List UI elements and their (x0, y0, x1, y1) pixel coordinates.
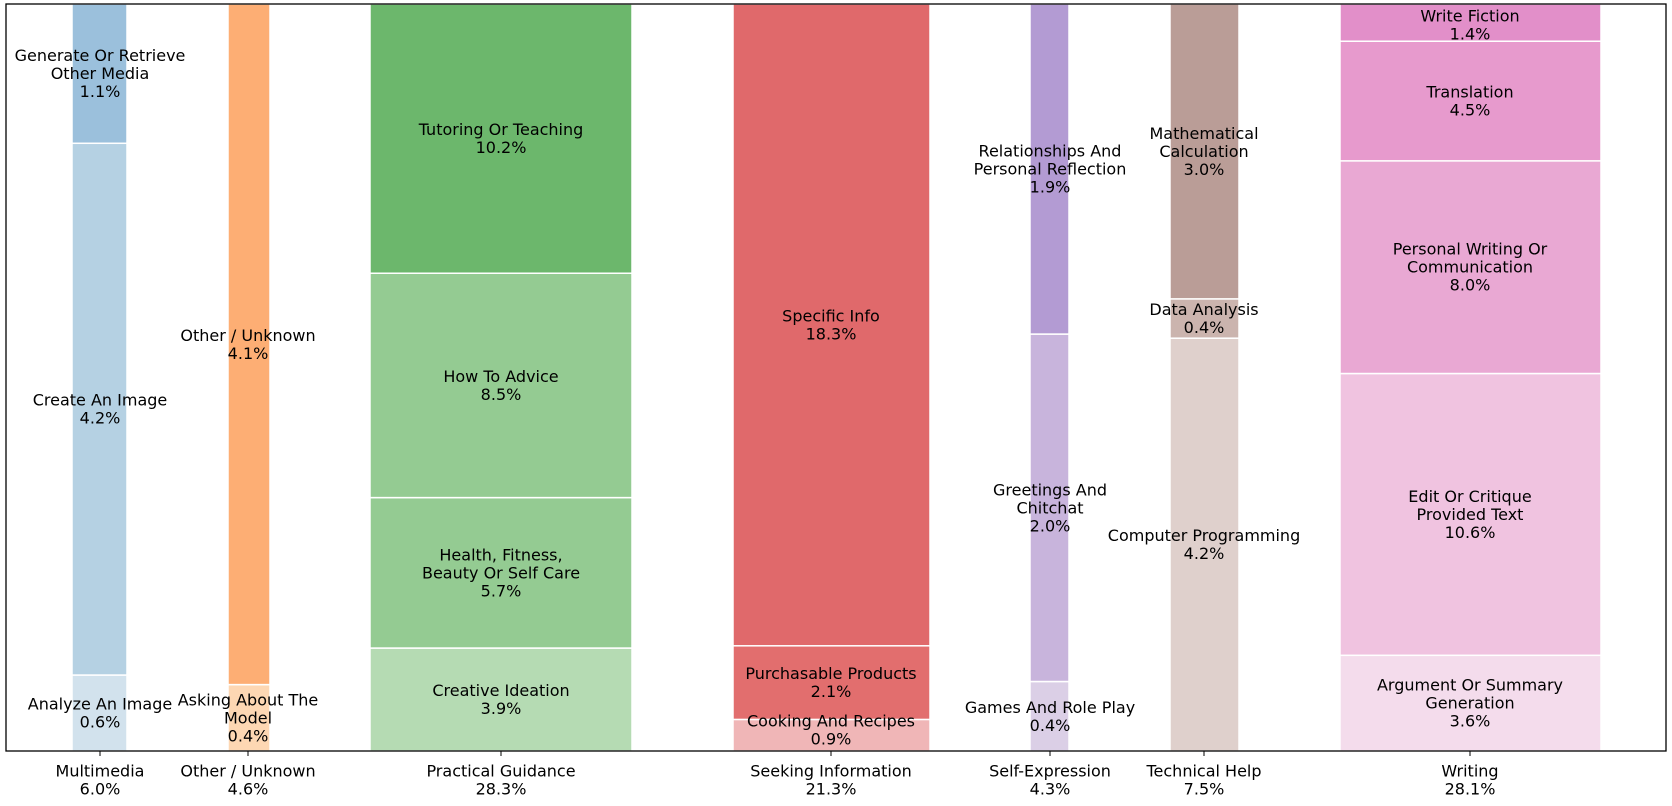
bar-segment-asking-about-the-model (227, 683, 271, 752)
x-tick-label-other-unknown: Other / Unknown 4.6% (180, 762, 315, 799)
bar-segment-purchasable-products (732, 645, 931, 721)
bar-segment-edit-or-critique-provided-text (1339, 372, 1602, 657)
segment-label-data-analysis: Data Analysis 0.4% (1149, 300, 1258, 337)
bar-segment-data-analysis (1169, 298, 1240, 339)
segment-label-personal-writing-or-communication: Personal Writing Or Communication 8.0% (1393, 240, 1548, 295)
segment-label-cooking-and-recipes: Cooking And Recipes 0.9% (747, 712, 915, 749)
segment-label-purchasable-products: Purchasable Products 2.1% (745, 664, 916, 701)
segment-label-computer-programming: Computer Programming 4.2% (1108, 526, 1300, 563)
x-tick-label-seeking-information: Seeking Information 21.3% (750, 762, 912, 799)
bar-segment-cooking-and-recipes (732, 718, 931, 752)
bar-segment-personal-writing-or-communication (1339, 160, 1602, 375)
bar-segment-specific-info (732, 3, 931, 647)
bar-segment-write-fiction (1339, 3, 1602, 42)
x-axis: Multimedia 6.0% Other / Unknown 4.6% Practic… (56, 751, 1499, 799)
bar-segment-relationships-and-personal-reflection (1029, 3, 1070, 335)
segment-label-edit-or-critique-provided-text: Edit Or Critique Provided Text 10.6% (1408, 487, 1531, 542)
x-tick-label-multimedia: Multimedia 6.0% (56, 762, 145, 799)
segment-label-create-an-image: Create An Image 4.2% (33, 391, 168, 428)
bar-segment-health-fitness-beauty-or-self-care (369, 496, 633, 649)
segment-label-greetings-and-chitchat: Greetings And Chitchat 2.0% (993, 480, 1107, 535)
bar-segment-analyze-an-image (71, 674, 128, 752)
x-tick-label-practical-guidance: Practical Guidance 28.3% (426, 762, 575, 799)
x-tick-label-self-expression: Self-Expression 4.3% (989, 762, 1111, 799)
segment-label-other-unknown: Other / Unknown 4.1% (180, 326, 315, 363)
segment-label-games-and-role-play: Games And Role Play 0.4% (965, 698, 1135, 735)
bar-segment-computer-programming (1169, 337, 1240, 752)
segment-label-mathematical-calculation: Mathematical Calculation 3.0% (1149, 124, 1258, 179)
bar-segment-mathematical-calculation (1169, 3, 1240, 300)
bar-segment-other-unknown (227, 3, 271, 686)
segment-label-asking-about-the-model: Asking About The Model 0.4% (178, 690, 319, 745)
segment-label-argument-or-summary-generation: Argument Or Summary Generation 3.6% (1377, 676, 1563, 731)
bar-segment-create-an-image (71, 142, 128, 676)
segment-label-health-fitness-beauty-or-self-care: Health, Fitness, Beauty Or Self Care 5.7% (422, 545, 580, 600)
segment-label-creative-ideation: Creative Ideation 3.9% (432, 681, 569, 718)
segment-label-write-fiction: Write Fiction 1.4% (1420, 7, 1519, 44)
x-tick-label-writing: Writing 28.1% (1441, 762, 1498, 799)
segment-label-generate-or-retrieve-other-media: Generate Or Retrieve Other Media 1.1% (15, 46, 186, 101)
bar-segment-argument-or-summary-generation (1339, 654, 1602, 752)
bar-segment-tutoring-or-teaching (369, 3, 633, 274)
segment-label-relationships-and-personal-reflection: Relationships And Personal Reflection 1.9% (974, 142, 1127, 197)
segment-label-tutoring-or-teaching: Tutoring Or Teaching 10.2% (418, 120, 584, 157)
segment-label-specific-info: Specific Info 18.3% (782, 306, 880, 343)
segment-label-analyze-an-image: Analyze An Image 0.6% (28, 695, 172, 732)
segment-labels-layer: Analyze An Image 0.6% Create An Image 4.2% G… (15, 7, 1563, 749)
bar-segment-creative-ideation (369, 647, 633, 752)
segment-label-how-to-advice: How To Advice 8.5% (443, 367, 558, 404)
x-tick-label-technical-help: Technical Help 7.5% (1145, 762, 1261, 799)
segment-label-translation: Translation 4.5% (1425, 83, 1513, 120)
bar-segment-how-to-advice (369, 272, 633, 499)
plot-frame (5, 3, 1667, 752)
bars-layer (71, 3, 1602, 752)
